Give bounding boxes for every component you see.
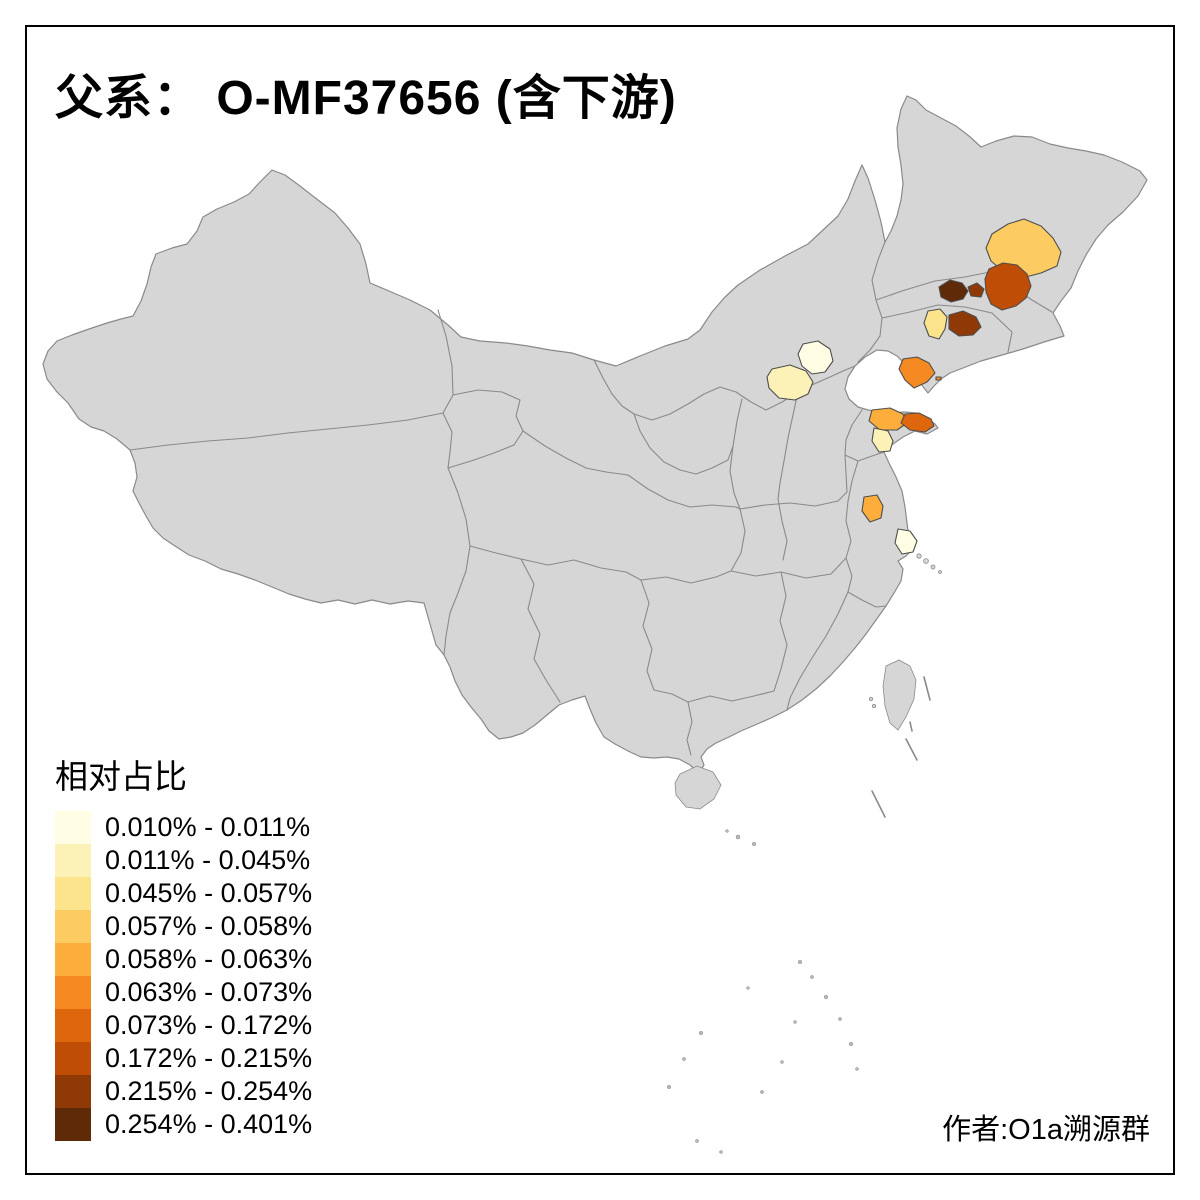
legend-item: 0.172% - 0.215% <box>55 1042 312 1075</box>
legend-label: 0.073% - 0.172% <box>105 1010 313 1040</box>
legend-label: 0.057% - 0.058% <box>105 911 313 941</box>
south-china-sea-islets <box>666 829 859 1154</box>
legend-item: 0.010% - 0.011% <box>55 811 312 844</box>
legend-label: 0.058% - 0.063% <box>105 944 313 974</box>
legend-item: 0.063% - 0.073% <box>55 976 312 1009</box>
region-liaoning-north-cream <box>923 308 948 340</box>
legend-swatch <box>55 976 91 1009</box>
legend-label: 0.172% - 0.215% <box>105 1043 313 1073</box>
legend-label: 0.254% - 0.401% <box>105 1109 313 1139</box>
legend: 相对占比 0.010% - 0.011% 0.011% - 0.045% 0.045… <box>55 750 312 1141</box>
region-hebei-central <box>766 364 814 401</box>
legend-label: 0.045% - 0.057% <box>105 878 313 908</box>
legend-swatch <box>55 844 91 877</box>
region-shandong-peninsula-east <box>900 412 935 433</box>
legend-swatch <box>55 1108 91 1141</box>
legend-label: 0.011% - 0.045% <box>105 845 311 875</box>
author-credit: 作者:O1a溯源群 <box>942 1114 1150 1146</box>
highlighted-regions <box>766 218 1062 555</box>
region-jiangsu-central <box>861 494 884 523</box>
legend-title: 相对占比 <box>55 758 187 795</box>
legend-item: 0.045% - 0.057% <box>55 877 312 910</box>
legend-item: 0.058% - 0.063% <box>55 943 312 976</box>
province-borders <box>129 241 1053 756</box>
hainan-island <box>674 765 722 810</box>
region-jilin-small-dark <box>967 282 985 298</box>
legend-swatch <box>55 1009 91 1042</box>
legend-swatch <box>55 1042 91 1075</box>
legend-label: 0.010% - 0.011% <box>105 812 311 842</box>
legend-item: 0.057% - 0.058% <box>55 910 312 943</box>
legend-swatch <box>55 910 91 943</box>
region-dalian-islet <box>935 376 942 381</box>
region-jilin-changchun-dark <box>938 279 969 303</box>
region-shandong-south-cream <box>871 427 894 453</box>
legend-label: 0.215% - 0.254% <box>105 1076 313 1106</box>
region-shanghai-area <box>894 528 918 555</box>
region-liaoning-east-dark <box>948 310 982 337</box>
legend-item: 0.011% - 0.045% <box>55 844 312 877</box>
legend-swatch <box>55 811 91 844</box>
region-jilin-east <box>984 262 1032 311</box>
legend-item: 0.215% - 0.254% <box>55 1075 312 1108</box>
legend-item: 0.254% - 0.401% <box>55 1108 312 1141</box>
legend-item: 0.073% - 0.172% <box>55 1009 312 1042</box>
taiwan-island <box>882 659 917 731</box>
legend-swatch <box>55 1075 91 1108</box>
region-shandong-north <box>868 407 908 431</box>
legend-swatch <box>55 877 91 910</box>
china-mainland <box>42 95 1148 774</box>
legend-rows: 0.010% - 0.011% 0.011% - 0.045% 0.045% - 0… <box>55 811 312 1141</box>
legend-label: 0.063% - 0.073% <box>105 977 313 1007</box>
islands <box>674 553 942 818</box>
page-title: 父系： O-MF37656 (含下游) <box>55 72 677 125</box>
region-beijing <box>797 340 834 375</box>
region-liaoning-dalian <box>898 356 936 389</box>
legend-swatch <box>55 943 91 976</box>
